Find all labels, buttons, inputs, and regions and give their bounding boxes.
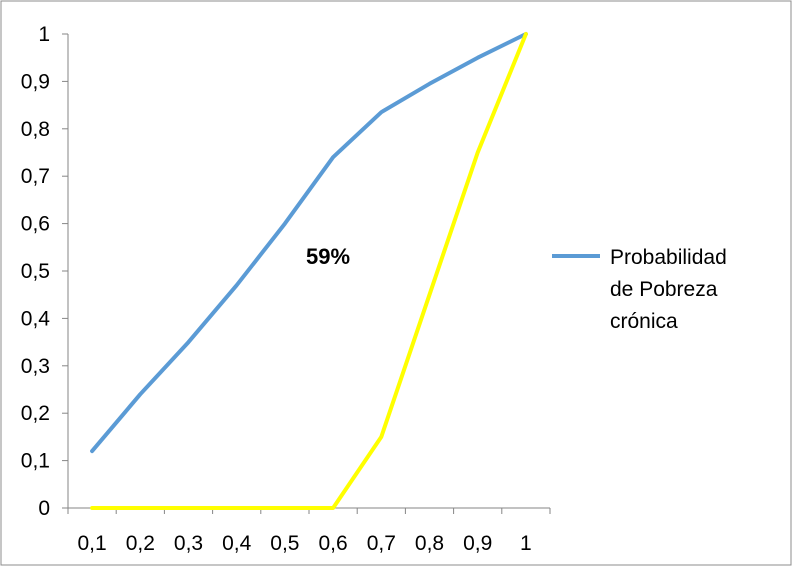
x-tick-label: 0,5 xyxy=(270,532,299,555)
y-tick-labels: 0 0,1 0,2 0,3 0,4 0,5 0,6 0,7 0,8 0,9 1 xyxy=(21,23,51,520)
legend-label-line: de Pobreza xyxy=(610,278,718,301)
y-tick-label: 0,2 xyxy=(21,402,50,425)
x-tick-label: 0,7 xyxy=(367,532,396,555)
x-tick-label: 0,8 xyxy=(415,532,444,555)
legend: Probabilidad de Pobreza crónica xyxy=(552,246,727,333)
x-tick-label: 0,3 xyxy=(174,532,203,555)
x-tick-label: 1 xyxy=(520,532,532,555)
x-tick-label: 0,2 xyxy=(126,532,155,555)
annotation-label: 59% xyxy=(306,244,350,269)
series-line-1 xyxy=(90,32,528,510)
x-tick-label: 0,1 xyxy=(77,532,106,555)
legend-label-line: crónica xyxy=(610,310,678,333)
y-tick-label: 0,7 xyxy=(21,165,50,188)
x-tick-label: 0,4 xyxy=(222,532,252,555)
y-tick-label: 0,9 xyxy=(21,70,50,93)
y-tick-label: 1 xyxy=(38,23,50,46)
y-tick-label: 0,5 xyxy=(21,260,50,283)
y-tick-label: 0,3 xyxy=(21,355,50,378)
y-tick-label: 0,4 xyxy=(21,307,51,330)
y-tick-label: 0 xyxy=(38,497,50,520)
series-line-0 xyxy=(90,32,528,454)
y-tick-label: 0,8 xyxy=(21,118,50,141)
x-tick-label: 0,9 xyxy=(463,532,492,555)
legend-label-series-0: Probabilidad de Pobreza crónica xyxy=(610,246,727,333)
y-tick-label: 0,6 xyxy=(21,213,50,236)
legend-label-line: Probabilidad xyxy=(610,246,727,269)
x-tick-label: 0,6 xyxy=(318,532,347,555)
series-layer xyxy=(90,32,528,510)
y-tick-label: 0,1 xyxy=(21,450,50,473)
x-tick-labels: 0,1 0,2 0,3 0,4 0,5 0,6 0,7 0,8 0,9 1 xyxy=(77,532,531,555)
